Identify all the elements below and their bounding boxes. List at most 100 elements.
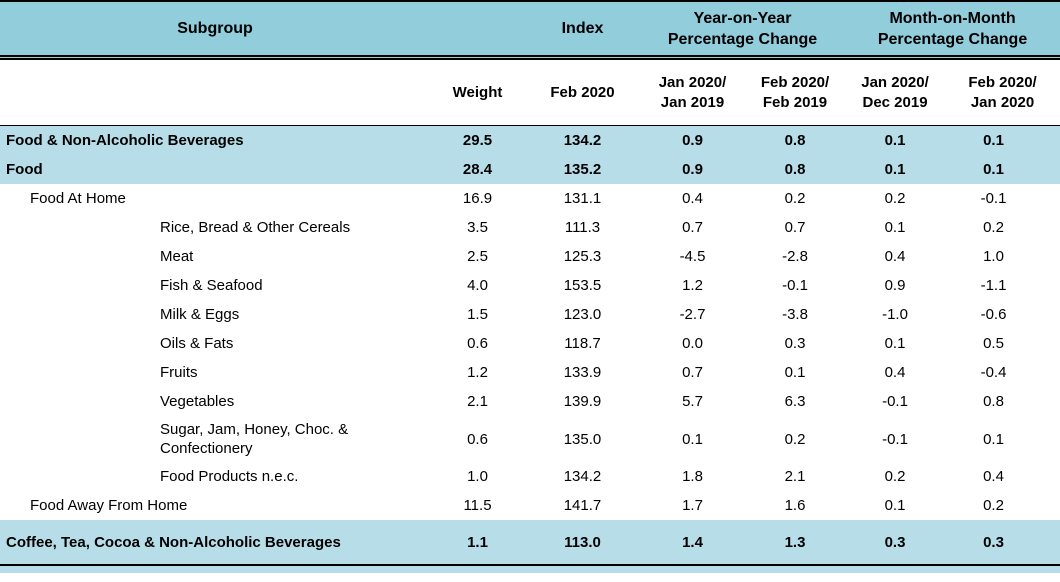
subheader-mom-period-1: Jan 2020/ Dec 2019 [845, 57, 946, 126]
yoy-feb-cell: 2.1 [784, 468, 806, 485]
mom-feb-cell: 1.0 [983, 248, 1004, 265]
index-cell: 111.3 [564, 219, 601, 236]
yoy-feb-cell: 0.1 [784, 364, 806, 381]
header-mom-change: Month-on-Month Percentage Change [845, 0, 1060, 60]
mom-feb-cell: 0.1 [983, 132, 1004, 149]
mom-jan-cell: 0.9 [884, 277, 906, 294]
mom-feb-cell: -0.1 [980, 190, 1007, 207]
table-subheader-row: Weight Feb 2020 Jan 2020/ Jan 2019 Feb 2… [0, 57, 1060, 126]
table-header-band: Subgroup Index Year-on-Year Percentage C… [0, 0, 1060, 60]
weight-cell: 16.9 [462, 190, 493, 207]
table-row: Milk & Eggs 1.5 123.0 -2.7 -3.8 -1.0 -0.… [0, 300, 1060, 329]
mom-jan-cell: -0.1 [882, 393, 908, 410]
mom-feb-cell: 0.2 [983, 219, 1004, 236]
subgroup-cell: Milk & Eggs [160, 306, 240, 323]
table-row: Fish & Seafood 4.0 153.5 1.2 -0.1 0.9 -1… [0, 271, 1060, 300]
subgroup-cell: Oils & Fats [160, 335, 234, 352]
yoy-jan-cell: 0.0 [682, 335, 703, 352]
mom-feb-cell: 0.5 [983, 335, 1004, 352]
yoy-jan-cell: -4.5 [679, 248, 706, 265]
subheader-yoy-period-1: Jan 2020/ Jan 2019 [640, 57, 745, 126]
index-cell: 133.9 [563, 364, 602, 381]
mom-jan-cell: 0.1 [884, 335, 906, 352]
table-row: Meat 2.5 125.3 -4.5 -2.8 0.4 1.0 [0, 242, 1060, 271]
yoy-feb-cell: -2.8 [782, 248, 808, 265]
subheader-yoy-period-2: Feb 2020/ Feb 2019 [745, 57, 846, 126]
index-cell: 134.2 [563, 132, 602, 149]
subgroup-cell: Food Products n.e.c. [160, 468, 299, 485]
weight-cell: 2.5 [467, 248, 488, 265]
yoy-feb-cell: 0.7 [784, 219, 806, 236]
bottom-spacer-cell [0, 565, 1060, 573]
index-cell: 135.0 [563, 430, 602, 448]
subgroup-cell: Food Away From Home [30, 497, 188, 514]
yoy-jan-cell: 1.2 [682, 277, 703, 294]
table-row: Coffee, Tea, Cocoa & Non-Alcoholic Bever… [0, 520, 1060, 566]
yoy-feb-cell: 1.3 [745, 520, 846, 566]
mom-feb-cell: 0.1 [983, 430, 1004, 448]
mom-jan-cell: -0.1 [882, 430, 908, 448]
index-cell: 153.5 [563, 277, 602, 294]
mom-jan-cell: 0.4 [884, 364, 906, 381]
yoy-jan-cell: 0.9 [682, 161, 703, 178]
mom-jan-cell: 0.2 [884, 468, 906, 485]
subheader-index-period: Feb 2020 [525, 57, 640, 126]
mom-jan-cell: -1.0 [882, 306, 908, 323]
yoy-jan-cell: 1.4 [640, 520, 745, 566]
yoy-jan-cell: -2.7 [679, 306, 706, 323]
yoy-feb-cell: 6.3 [784, 393, 806, 410]
table-row: Food 28.4 135.2 0.9 0.8 0.1 0.1 [0, 155, 1060, 184]
yoy-jan-cell: 1.8 [682, 468, 703, 485]
weight-cell: 0.6 [467, 335, 488, 352]
index-cell: 139.9 [563, 393, 602, 410]
yoy-feb-cell: 0.2 [784, 430, 806, 448]
subgroup-cell: Sugar, Jam, Honey, Choc. & Confectionery [160, 421, 349, 457]
index-cell: 125.3 [563, 248, 602, 265]
table-row: Sugar, Jam, Honey, Choc. & Confectionery… [0, 416, 1060, 462]
mom-jan-cell: 0.1 [884, 161, 906, 178]
subgroup-cell: Meat [160, 248, 194, 265]
weight-cell: 1.5 [467, 306, 488, 323]
weight-cell: 1.2 [467, 364, 488, 381]
yoy-feb-cell: -0.1 [782, 277, 808, 294]
mom-feb-cell: 0.1 [983, 161, 1004, 178]
mom-jan-cell: 0.2 [884, 190, 906, 207]
mom-feb-cell: 0.4 [983, 468, 1004, 485]
yoy-jan-cell: 0.7 [682, 219, 703, 236]
mom-feb-cell: 0.2 [983, 497, 1004, 514]
header-subgroup: Subgroup [0, 0, 430, 60]
subgroup-cell: Vegetables [160, 393, 235, 410]
index-cell: 118.7 [564, 335, 601, 352]
table-row: Food Products n.e.c. 1.0 134.2 1.8 2.1 0… [0, 462, 1060, 491]
yoy-feb-cell: -3.8 [782, 306, 808, 323]
weight-cell: 4.0 [467, 277, 488, 294]
yoy-jan-cell: 0.9 [682, 132, 703, 149]
table-row: Vegetables 2.1 139.9 5.7 6.3 -0.1 0.8 [0, 387, 1060, 416]
mom-jan-cell: 0.1 [884, 497, 906, 514]
subheader-weight: Weight [430, 57, 525, 126]
yoy-feb-cell: 0.8 [784, 132, 806, 149]
subgroup-cell: Food [6, 161, 43, 178]
weight-cell: 0.6 [467, 430, 488, 448]
index-cell: 134.2 [563, 468, 602, 485]
yoy-jan-cell: 0.7 [682, 364, 703, 381]
mom-feb-cell: 0.8 [983, 393, 1004, 410]
weight-cell: 11.5 [463, 497, 492, 514]
mom-jan-cell: 0.3 [845, 520, 946, 566]
mom-feb-cell: 0.3 [945, 520, 1060, 566]
table-row: Rice, Bread & Other Cereals 3.5 111.3 0.… [0, 213, 1060, 242]
yoy-jan-cell: 0.4 [682, 190, 703, 207]
index-cell: 135.2 [563, 161, 602, 178]
yoy-jan-cell: 0.1 [682, 430, 703, 448]
weight-cell: 3.5 [467, 219, 488, 236]
weight-cell: 2.1 [467, 393, 488, 410]
yoy-jan-cell: 5.7 [682, 393, 703, 410]
weight-cell: 29.5 [462, 132, 493, 149]
weight-cell: 1.1 [430, 520, 525, 566]
subgroup-cell: Food & Non-Alcoholic Beverages [6, 132, 244, 149]
subgroup-cell: Fish & Seafood [160, 277, 263, 294]
subheader-mom-period-2: Feb 2020/ Jan 2020 [945, 57, 1060, 126]
mom-jan-cell: 0.4 [884, 248, 906, 265]
index-cell: 141.7 [563, 497, 602, 514]
